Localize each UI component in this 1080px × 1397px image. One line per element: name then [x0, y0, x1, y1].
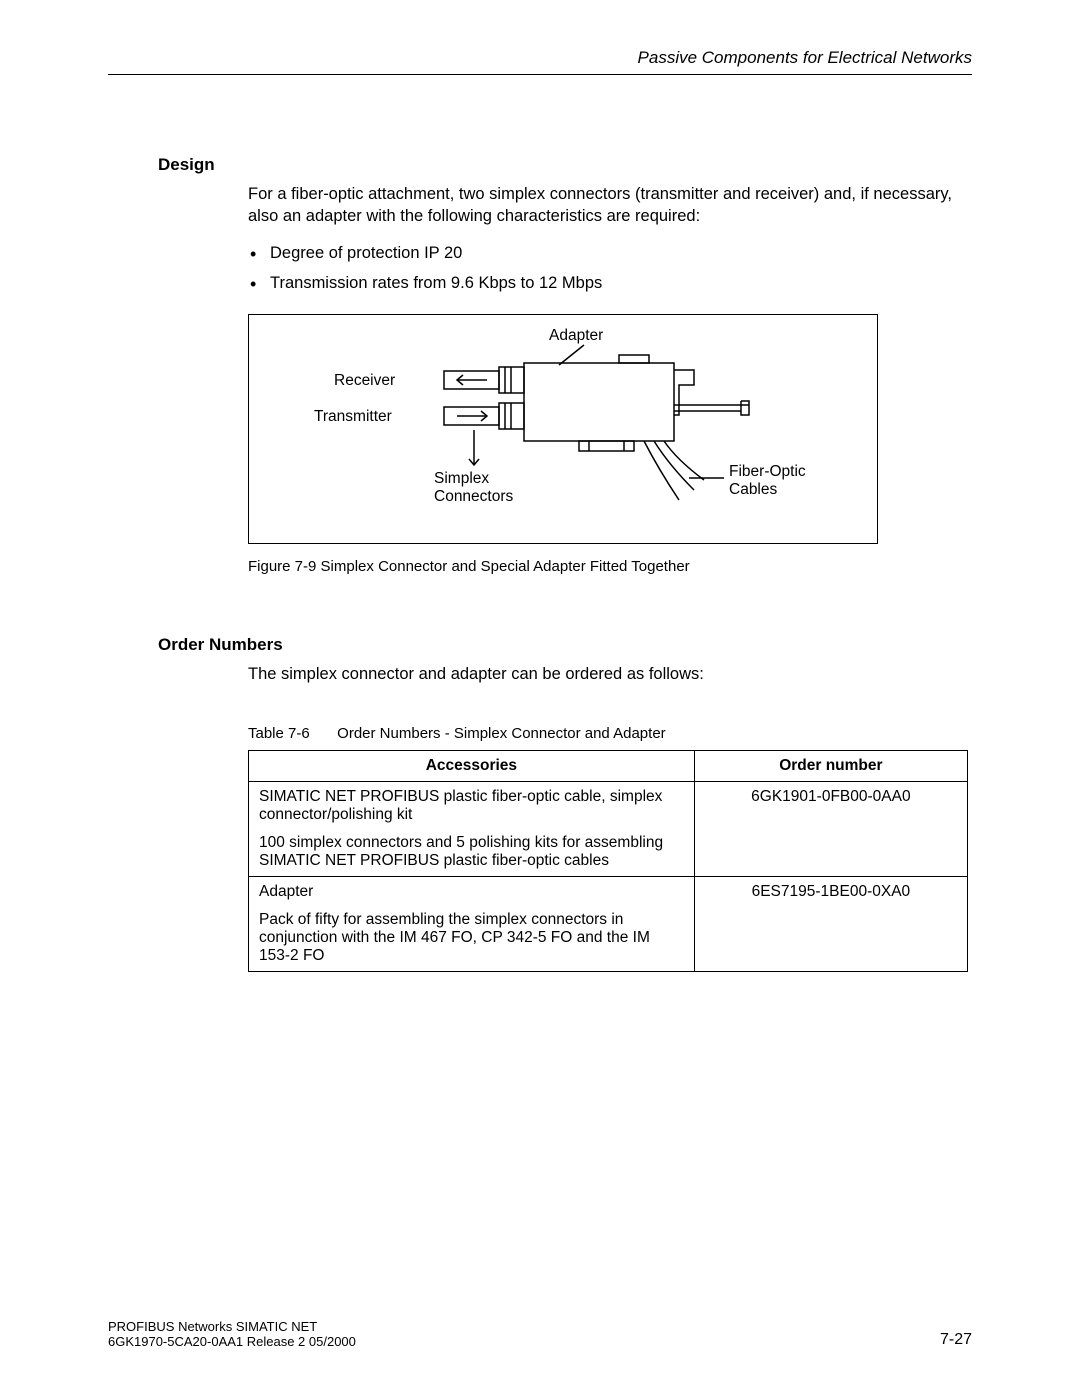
order-intro: The simplex connector and adapter can be…: [248, 663, 952, 685]
table-caption-prefix: Table 7-6: [248, 725, 333, 742]
cell-accessories: SIMATIC NET PROFIBUS plastic fiber-optic…: [249, 782, 695, 877]
cell-order-number: 6ES7195-1BE00-0XA0: [694, 877, 967, 972]
acc-main: SIMATIC NET PROFIBUS plastic fiber-optic…: [259, 788, 684, 824]
order-heading: Order Numbers: [158, 635, 972, 655]
acc-main: Adapter: [259, 883, 684, 901]
bullet-item: Transmission rates from 9.6 Kbps to 12 M…: [248, 272, 972, 294]
label-simplex: Simplex Connectors: [434, 470, 513, 506]
cell-order-number: 6GK1901-0FB00-0AA0: [694, 782, 967, 877]
header-title: Passive Components for Electrical Networ…: [638, 48, 972, 67]
cell-accessories: Adapter Pack of fifty for assembling the…: [249, 877, 695, 972]
acc-sub: Pack of fifty for assembling the simplex…: [259, 911, 684, 965]
design-intro: For a fiber-optic attachment, two simple…: [248, 183, 952, 228]
table-caption-text: Order Numbers - Simplex Connector and Ad…: [337, 725, 665, 742]
bullet-item: Degree of protection IP 20: [248, 242, 972, 264]
table-caption: Table 7-6 Order Numbers - Simplex Connec…: [248, 725, 972, 742]
design-bullets: Degree of protection IP 20 Transmission …: [248, 242, 972, 295]
footer-left: PROFIBUS Networks SIMATIC NET 6GK1970-5C…: [108, 1319, 356, 1349]
adapter-diagram: [249, 315, 879, 545]
order-table: Accessories Order number SIMATIC NET PRO…: [248, 750, 968, 972]
table-row: SIMATIC NET PROFIBUS plastic fiber-optic…: [249, 782, 968, 877]
figure-caption-text: Simplex Connector and Special Adapter Fi…: [321, 558, 690, 575]
label-transmitter: Transmitter: [314, 408, 392, 426]
page-number: 7-27: [940, 1331, 972, 1349]
figure-caption: Figure 7-9 Simplex Connector and Special…: [248, 558, 972, 575]
col-order-number: Order number: [694, 751, 967, 782]
label-receiver: Receiver: [334, 372, 395, 390]
footer-line2: 6GK1970-5CA20-0AA1 Release 2 05/2000: [108, 1334, 356, 1349]
label-fiber: Fiber-Optic Cables: [729, 463, 806, 499]
acc-sub: 100 simplex connectors and 5 polishing k…: [259, 834, 684, 870]
table-row: Adapter Pack of fifty for assembling the…: [249, 877, 968, 972]
col-accessories: Accessories: [249, 751, 695, 782]
label-adapter: Adapter: [549, 327, 603, 345]
page-header: Passive Components for Electrical Networ…: [108, 48, 972, 75]
figure-7-9: Adapter Receiver Transmitter Simplex Con…: [248, 314, 878, 544]
figure-caption-prefix: Figure 7-9: [248, 558, 316, 575]
page-footer: PROFIBUS Networks SIMATIC NET 6GK1970-5C…: [108, 1319, 972, 1349]
footer-line1: PROFIBUS Networks SIMATIC NET: [108, 1319, 356, 1334]
design-heading: Design: [158, 155, 972, 175]
